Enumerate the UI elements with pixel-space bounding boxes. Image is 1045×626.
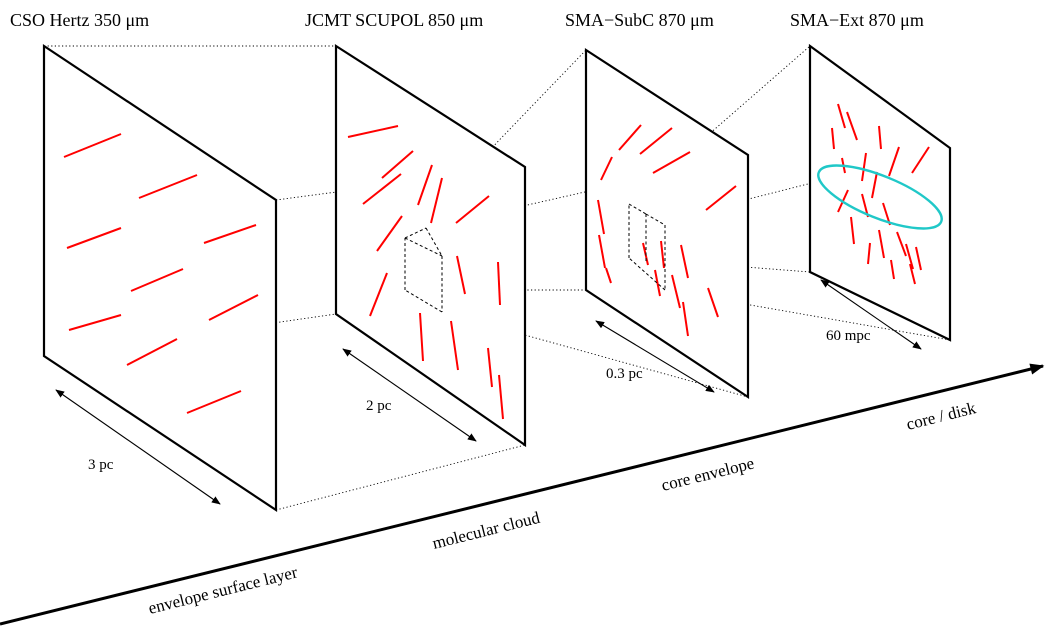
panel-sma-ext-title: SMA−Ext 870 μm: [790, 10, 924, 30]
panel-sma-subc-frame: [584, 47, 750, 400]
panel-sma-subc-zoom-box: [628, 203, 666, 291]
polarization-vector: [456, 255, 466, 295]
panel-jcmt-frame: [334, 43, 527, 448]
polarization-vector: [63, 133, 122, 158]
polarization-vector: [705, 185, 737, 211]
axis-stage-envelope-surface-layer: envelope surface layer: [146, 562, 299, 618]
polarization-vector: [878, 125, 882, 150]
panel-cso-scale-label: 3 pc: [88, 457, 114, 473]
axis-stage-core-disk: core / disk: [904, 398, 978, 434]
polarization-vector: [417, 164, 433, 206]
panel-jcmt-title: JCMT SCUPOL 850 μm: [305, 10, 483, 30]
scale-axis-arrow: [0, 363, 1045, 626]
panel-jcmt-vectors: [347, 125, 504, 420]
polarization-vector: [911, 146, 930, 174]
polarization-vector: [68, 314, 122, 331]
panel-cso-scale-arrow: [55, 389, 221, 505]
axis-stage-core-envelope: core envelope: [659, 453, 756, 494]
polarization-vector: [208, 294, 259, 321]
polarization-vector: [896, 231, 907, 257]
polarization-vector: [654, 269, 661, 297]
polarization-vector: [707, 287, 719, 318]
polarization-vector: [497, 261, 501, 306]
polarization-vector: [487, 347, 493, 388]
polarization-vector: [598, 234, 606, 269]
disk-ellipse: [817, 164, 943, 230]
polarization-vector: [498, 374, 504, 420]
polarization-vector: [639, 127, 673, 155]
polarization-vector: [126, 338, 178, 366]
polarization-vector: [671, 274, 681, 309]
polarization-vector: [846, 111, 858, 141]
panel-sma-subc: SMA−SubC 870 μm 0.3 pc: [565, 10, 750, 400]
polarization-vector: [455, 195, 490, 224]
polarization-vector: [915, 246, 922, 271]
polarization-vector: [138, 174, 198, 199]
panel-sma-subc-title: SMA−SubC 870 μm: [565, 10, 714, 30]
panel-sma-subc-scale-label: 0.3 pc: [606, 366, 643, 382]
panel-sma-ext-frame: [808, 43, 952, 342]
polarization-vector: [605, 267, 612, 284]
polarization-vector: [381, 150, 414, 179]
panel-jcmt-zoom-box: [404, 227, 443, 313]
polarization-vector: [600, 156, 613, 181]
panel-jcmt-scale-label: 2 pc: [366, 398, 392, 414]
polarization-vector: [618, 124, 642, 151]
polarization-vector: [66, 227, 122, 249]
panel-cso-title: CSO Hertz 350 μm: [10, 10, 149, 30]
panel-jcmt-scale-arrow: [342, 348, 477, 442]
polarization-vector: [130, 268, 184, 292]
polarization-vector: [867, 242, 871, 265]
polarization-vector: [890, 259, 895, 280]
polarization-vector: [652, 151, 691, 174]
panel-sma-ext-scale-label: 60 mpc: [826, 328, 871, 344]
polarization-vector: [430, 177, 443, 224]
polarization-vector: [850, 216, 855, 245]
panel-sma-subc-scale-arrow: [595, 320, 715, 393]
polarization-vector: [680, 244, 689, 279]
polarization-vector: [362, 173, 402, 205]
polarization-vector: [831, 127, 835, 150]
polarization-vector: [861, 152, 867, 182]
polarization-vector: [905, 243, 914, 270]
polarization-vector: [888, 146, 900, 177]
panel-jcmt: JCMT SCUPOL 850 μm 2 pc: [305, 10, 527, 448]
panel-sma-ext-vectors: [831, 103, 930, 285]
polarization-vector: [871, 171, 878, 199]
panel-sma-ext: SMA−Ext 870 μm 60 mpc: [790, 10, 952, 350]
polarization-vector: [837, 103, 846, 129]
polarization-vector: [369, 272, 388, 317]
panel-sma-subc-vectors: [597, 124, 737, 337]
polarization-vector: [347, 125, 399, 138]
polarization-vector: [376, 215, 403, 252]
panel-sma-ext-scale-arrow: [820, 279, 922, 350]
polarization-vector: [660, 240, 665, 269]
polarization-vector: [878, 229, 885, 259]
panel-cso: CSO Hertz 350 μm 3 pc: [10, 10, 278, 513]
polarization-vector: [203, 224, 257, 244]
polarization-vector: [597, 199, 605, 235]
